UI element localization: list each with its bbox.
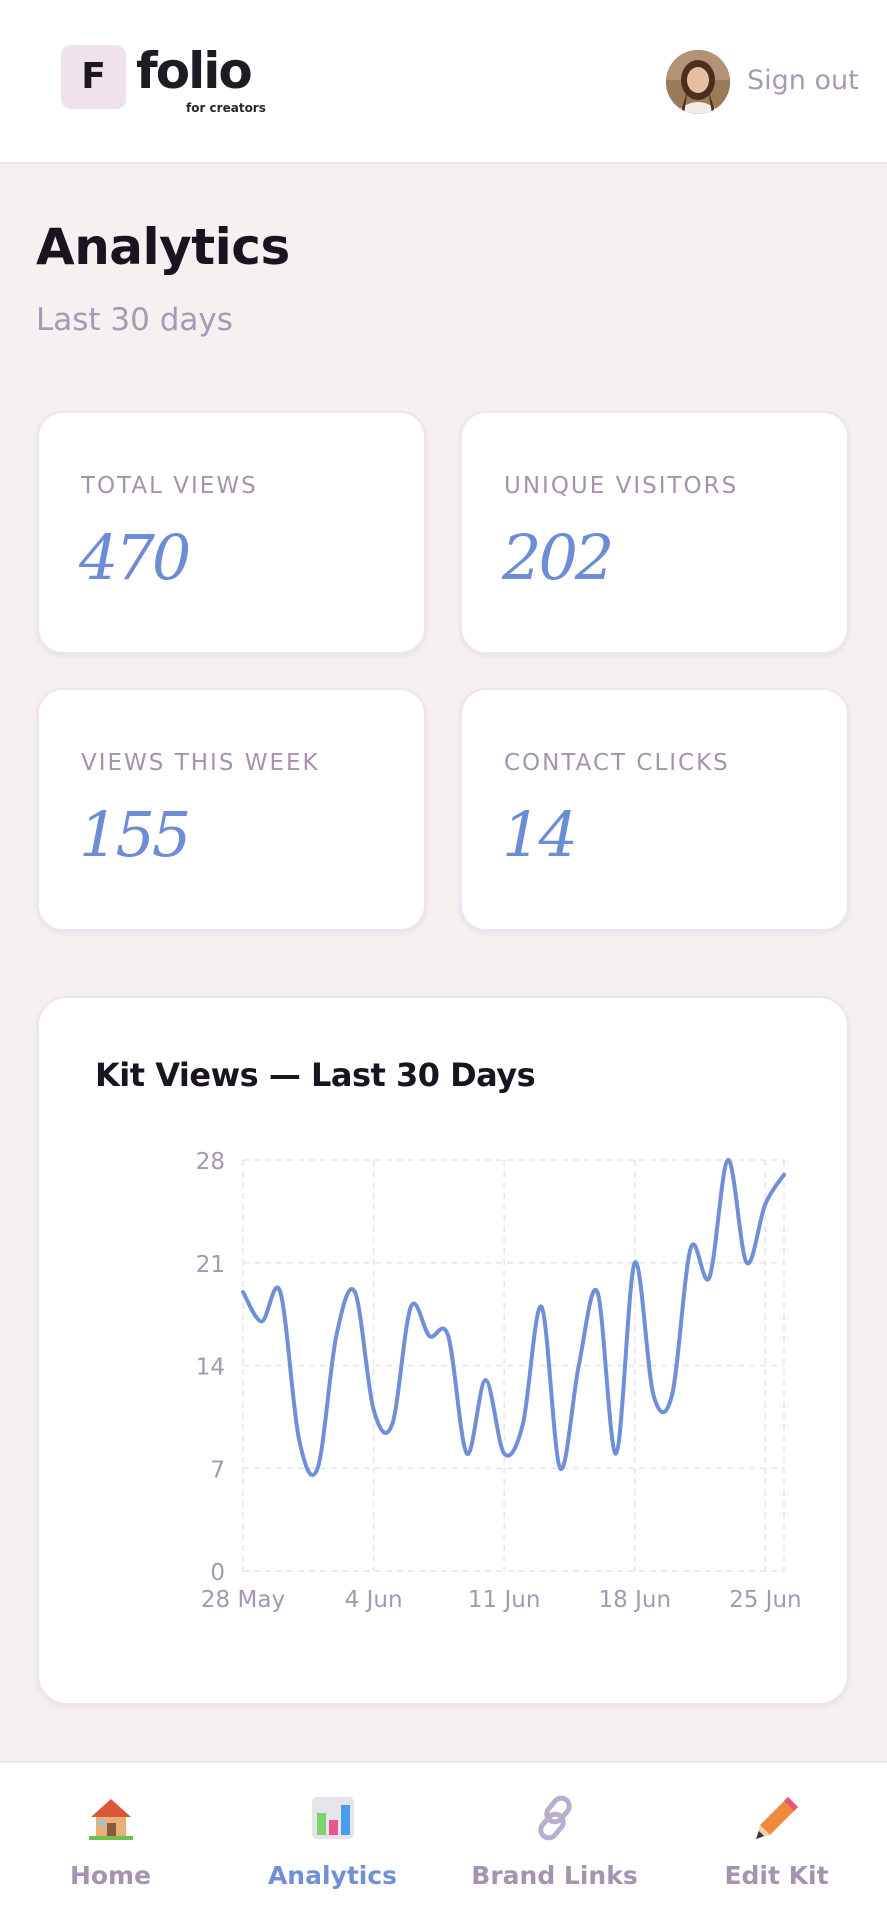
data-point — [316, 1466, 320, 1470]
stat-label: CONTACT CLICKS — [504, 750, 730, 776]
pencil-icon — [755, 1797, 798, 1839]
stat-card-views-this-week: VIEWS THIS WEEK 155 — [37, 688, 426, 931]
data-point — [670, 1393, 674, 1397]
data-point — [782, 1173, 786, 1177]
data-point — [260, 1319, 264, 1323]
data-point — [521, 1422, 525, 1426]
data-point — [353, 1290, 357, 1294]
views-series-line — [241, 1157, 786, 1477]
x-tick-label: 28 May — [201, 1587, 285, 1613]
data-point — [465, 1452, 469, 1456]
data-point — [446, 1334, 450, 1338]
bottom-nav: Home Analytics Brand Links Edit Kit — [0, 1761, 887, 1920]
y-tick-label: 0 — [210, 1560, 225, 1586]
nav-item-home[interactable]: Home — [0, 1763, 221, 1920]
data-point — [745, 1261, 749, 1265]
line-chart: 0 7 14 21 28 28 May 4 Jun 11 Jun 18 Jun 25 Jun — [196, 1149, 802, 1613]
x-tick-label: 25 Jun — [729, 1587, 802, 1613]
stat-value: 470 — [79, 521, 191, 594]
data-point — [726, 1158, 730, 1162]
data-point — [241, 1290, 245, 1294]
logo-letter: F — [81, 56, 106, 97]
data-point — [633, 1261, 637, 1265]
page-title: Analytics — [36, 218, 290, 276]
nav-label: Brand Links — [471, 1861, 638, 1890]
data-point — [614, 1452, 618, 1456]
stat-label: UNIQUE VISITORS — [504, 473, 739, 499]
house-icon — [88, 1799, 133, 1840]
avatar[interactable] — [666, 50, 730, 114]
stat-value: 155 — [79, 798, 191, 871]
data-point — [278, 1290, 282, 1294]
stat-value: 202 — [502, 521, 614, 594]
logo-tagline: for creators — [186, 101, 266, 115]
y-tick-label: 28 — [196, 1149, 225, 1175]
data-point — [651, 1393, 655, 1397]
nav-label: Analytics — [267, 1861, 398, 1890]
x-tick-label: 18 Jun — [599, 1587, 672, 1613]
logo-wordmark[interactable]: folio — [136, 42, 253, 100]
data-point — [707, 1275, 711, 1279]
stat-card-contact-clicks: CONTACT CLICKS 14 — [460, 688, 849, 931]
page-subtitle: Last 30 days — [36, 302, 233, 338]
data-point — [484, 1378, 488, 1382]
stat-label: VIEWS THIS WEEK — [81, 750, 320, 776]
stat-label: TOTAL VIEWS — [81, 473, 258, 499]
nav-item-brand-links[interactable]: Brand Links — [444, 1763, 665, 1920]
data-point — [428, 1334, 432, 1338]
stat-card-unique-visitors: UNIQUE VISITORS 202 — [460, 411, 849, 654]
stat-card-total-views: TOTAL VIEWS 470 — [37, 411, 426, 654]
nav-label: Edit Kit — [724, 1861, 829, 1890]
stat-value: 14 — [502, 798, 578, 871]
x-tick-label: 4 Jun — [345, 1587, 403, 1613]
chart-card: Kit Views — Last 30 Days 0 7 14 21 28 28 May 4… — [37, 996, 849, 1705]
logo-mark[interactable]: F — [61, 45, 126, 109]
data-point — [577, 1364, 581, 1368]
app-header: F folio for creators Sign out — [0, 0, 887, 164]
data-point — [297, 1437, 301, 1441]
link-icon — [537, 1795, 572, 1841]
data-point — [558, 1466, 562, 1470]
bar-chart-icon — [311, 1797, 354, 1839]
nav-item-edit-kit[interactable]: Edit Kit — [666, 1763, 887, 1920]
data-point — [689, 1246, 693, 1250]
y-tick-label: 21 — [196, 1252, 225, 1278]
chart-title: Kit Views — Last 30 Days — [95, 1056, 536, 1094]
y-tick-label: 7 — [210, 1457, 225, 1483]
nav-item-analytics[interactable]: Analytics — [222, 1763, 443, 1920]
data-point — [539, 1305, 543, 1309]
data-point — [502, 1452, 506, 1456]
y-tick-label: 14 — [196, 1355, 225, 1381]
data-point — [409, 1305, 413, 1309]
data-point — [595, 1290, 599, 1294]
nav-label: Home — [69, 1861, 152, 1890]
data-point — [390, 1422, 394, 1426]
x-tick-label: 11 Jun — [468, 1587, 541, 1613]
data-point — [763, 1202, 767, 1206]
data-point — [334, 1334, 338, 1338]
sign-out-link[interactable]: Sign out — [747, 65, 859, 96]
data-point — [372, 1408, 376, 1412]
